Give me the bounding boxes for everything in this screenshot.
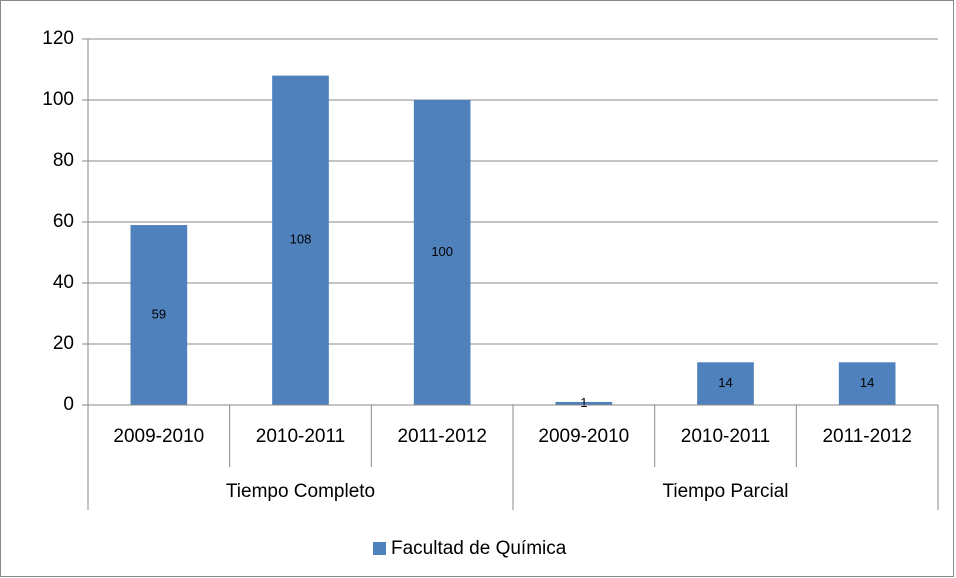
- x-tick-label: 2011-2012: [397, 426, 486, 447]
- group-label: Tiempo Parcial: [662, 481, 788, 502]
- y-tick-label: 80: [53, 150, 74, 171]
- bar: [272, 75, 329, 405]
- x-tick-label: 2009-2010: [113, 426, 204, 447]
- data-label: 100: [431, 244, 453, 259]
- bar: [697, 362, 754, 405]
- bar: [555, 401, 613, 405]
- legend-label: Facultad de Química: [391, 538, 567, 559]
- x-tick-label: 2010-2011: [681, 426, 770, 447]
- bar: [130, 225, 188, 405]
- y-tick-label: 0: [63, 394, 74, 415]
- y-tick-label: 60: [53, 211, 74, 232]
- y-tick-label: 100: [42, 89, 74, 110]
- data-label: 59: [152, 306, 166, 321]
- x-tick-label: 2011-2012: [822, 426, 911, 447]
- y-tick-label: 120: [42, 28, 74, 49]
- bar: [838, 362, 896, 405]
- x-tick-label: 2010-2011: [256, 426, 345, 447]
- y-tick-label: 40: [53, 272, 74, 293]
- x-tick-label: 2009-2010: [538, 426, 629, 447]
- bar: [413, 100, 471, 405]
- data-label: 108: [290, 232, 312, 247]
- legend-swatch: [373, 542, 386, 555]
- data-label: 1: [580, 395, 587, 410]
- y-tick-label: 20: [53, 333, 74, 354]
- data-label: 14: [718, 375, 732, 390]
- group-label: Tiempo Completo: [226, 481, 375, 502]
- data-label: 14: [860, 375, 874, 390]
